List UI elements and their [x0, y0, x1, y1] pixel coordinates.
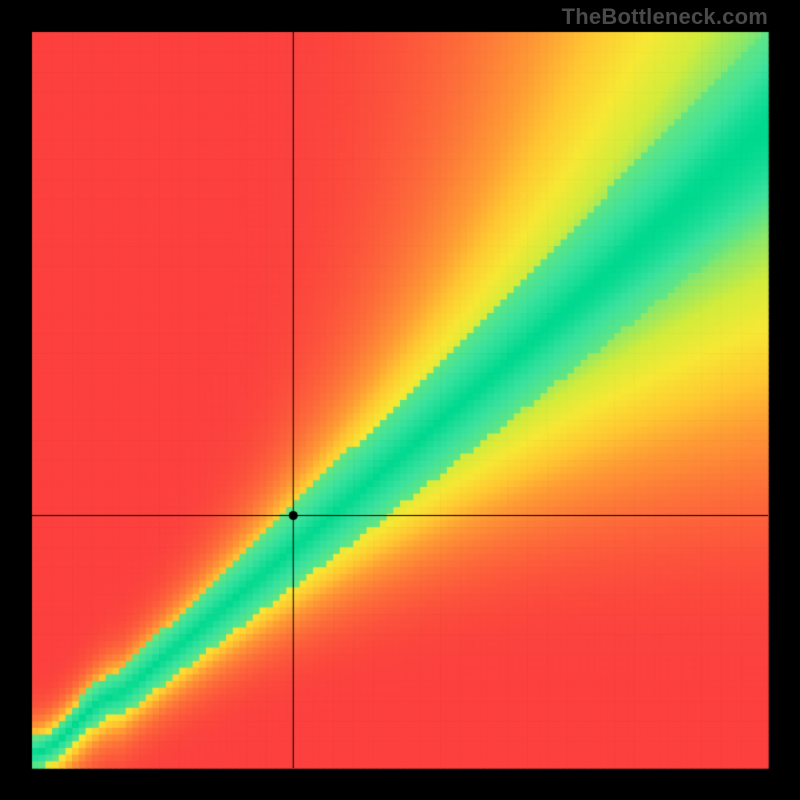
watermark-text: TheBottleneck.com [562, 4, 768, 30]
chart-container: TheBottleneck.com [0, 0, 800, 800]
bottleneck-heatmap [0, 0, 800, 800]
